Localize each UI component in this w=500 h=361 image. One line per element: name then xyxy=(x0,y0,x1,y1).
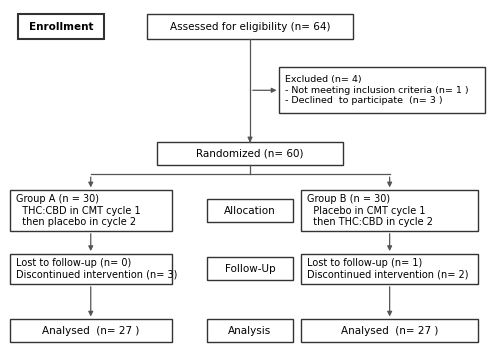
FancyBboxPatch shape xyxy=(207,257,293,280)
FancyBboxPatch shape xyxy=(147,14,353,39)
FancyBboxPatch shape xyxy=(10,190,172,231)
Text: Analysis: Analysis xyxy=(228,326,272,336)
Text: Assessed for eligibility (n= 64): Assessed for eligibility (n= 64) xyxy=(170,22,330,32)
FancyBboxPatch shape xyxy=(157,143,343,165)
FancyBboxPatch shape xyxy=(10,254,172,284)
FancyBboxPatch shape xyxy=(10,319,172,342)
FancyBboxPatch shape xyxy=(302,254,478,284)
Text: Group A (n = 30)
  THC:CBD in CMT cycle 1
  then placebo in cycle 2: Group A (n = 30) THC:CBD in CMT cycle 1 … xyxy=(16,194,140,227)
Text: Follow-Up: Follow-Up xyxy=(224,264,276,274)
Text: Analysed  (n= 27 ): Analysed (n= 27 ) xyxy=(42,326,140,336)
FancyBboxPatch shape xyxy=(18,14,104,39)
Text: Excluded (n= 4)
- Not meeting inclusion criteria (n= 1 )
- Declined  to particip: Excluded (n= 4) - Not meeting inclusion … xyxy=(286,75,469,105)
Text: Allocation: Allocation xyxy=(224,205,276,216)
FancyBboxPatch shape xyxy=(207,199,293,222)
Text: Analysed  (n= 27 ): Analysed (n= 27 ) xyxy=(341,326,438,336)
FancyBboxPatch shape xyxy=(302,190,478,231)
Text: Lost to follow-up (n= 1)
Discontinued intervention (n= 2): Lost to follow-up (n= 1) Discontinued in… xyxy=(308,258,469,280)
Text: Group B (n = 30)
  Placebo in CMT cycle 1
  then THC:CBD in cycle 2: Group B (n = 30) Placebo in CMT cycle 1 … xyxy=(308,194,434,227)
Text: Enrollment: Enrollment xyxy=(29,22,94,32)
Text: Lost to follow-up (n= 0)
Discontinued intervention (n= 3): Lost to follow-up (n= 0) Discontinued in… xyxy=(16,258,177,280)
FancyBboxPatch shape xyxy=(280,67,485,113)
FancyBboxPatch shape xyxy=(207,319,293,342)
Text: Randomized (n= 60): Randomized (n= 60) xyxy=(196,149,304,159)
FancyBboxPatch shape xyxy=(302,319,478,342)
